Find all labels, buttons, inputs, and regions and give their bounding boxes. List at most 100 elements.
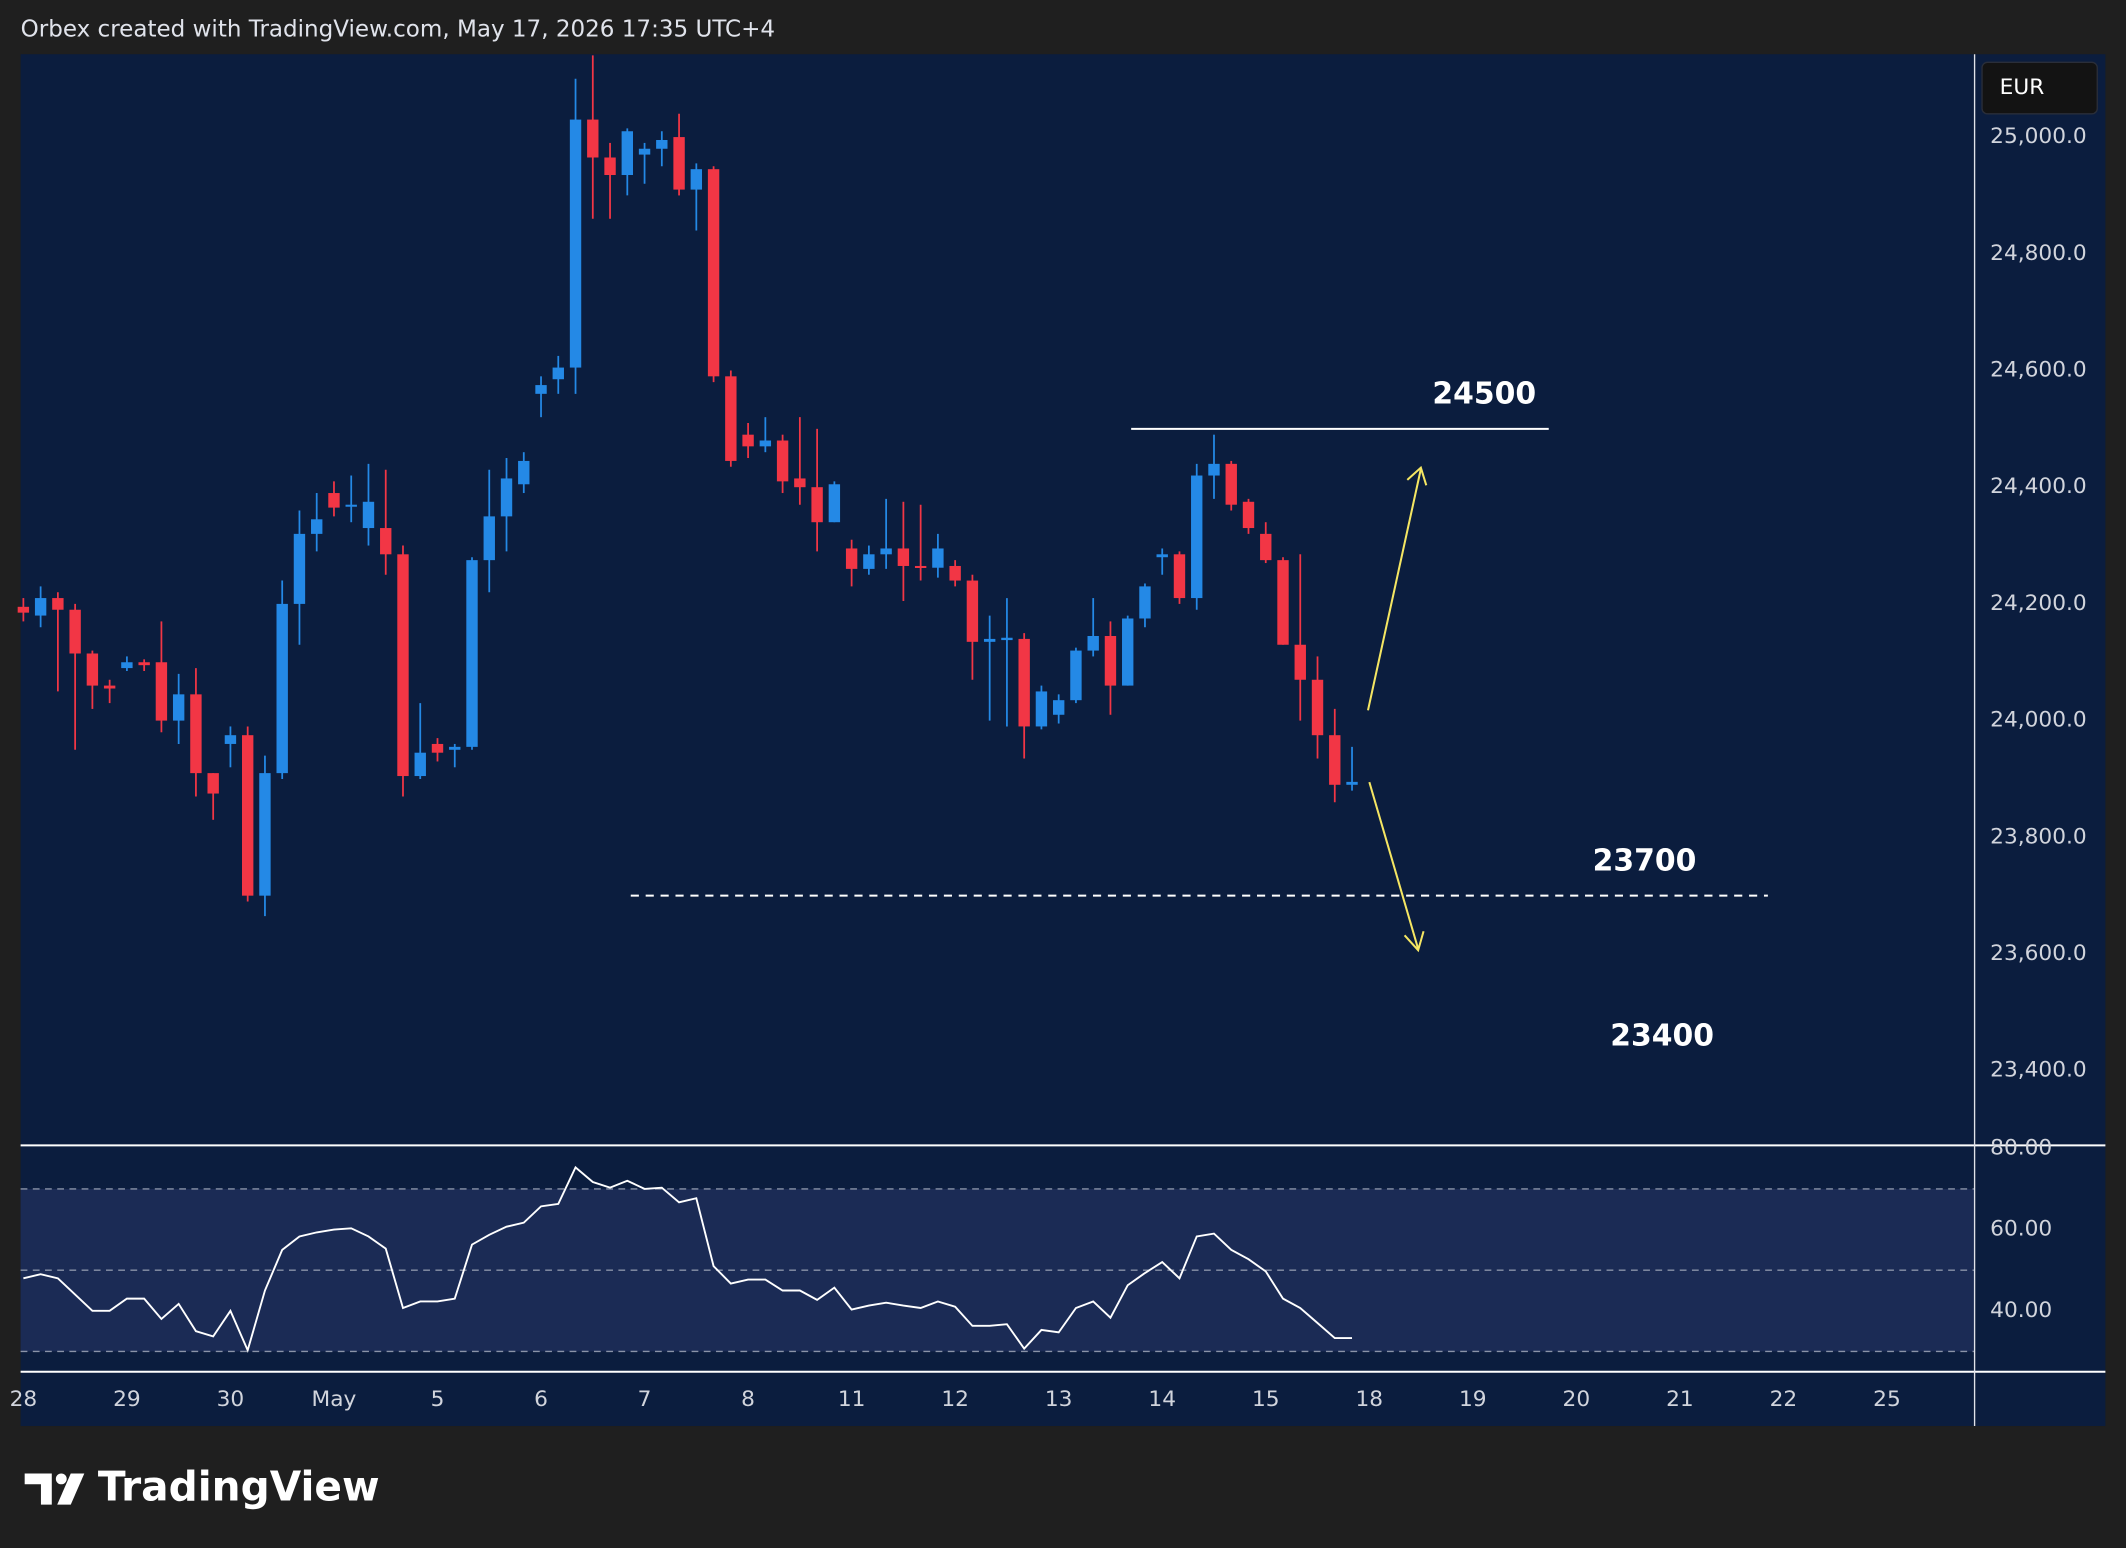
candle-body (259, 773, 271, 896)
candle-body (69, 609, 81, 654)
level-label: 23400 (1610, 1018, 1714, 1053)
x-tick-label: 30 (217, 1387, 245, 1412)
logo-mark (57, 1473, 85, 1505)
currency-box (1981, 61, 2098, 115)
candle-body (535, 385, 547, 394)
candle-body (914, 565, 927, 569)
candle-body (742, 434, 754, 447)
x-tick-label: 18 (1355, 1387, 1383, 1412)
candle-body (552, 367, 564, 380)
x-tick-label: 8 (741, 1387, 755, 1412)
y-tick-label: 60.00 (1990, 1217, 2052, 1242)
x-tick-label: 11 (838, 1387, 866, 1412)
level-label: 23700 (1593, 843, 1697, 878)
x-tick-label: 12 (941, 1387, 969, 1412)
brand: TradingView (98, 1463, 380, 1511)
candle-body (587, 119, 599, 158)
candle-body (241, 735, 254, 896)
candle-body (897, 548, 910, 566)
candle-body (1346, 781, 1358, 785)
candle-body (1035, 691, 1048, 727)
candle-body (86, 653, 99, 686)
candle-body (828, 484, 841, 523)
arrow-up (1366, 468, 1422, 711)
candle-body (949, 565, 961, 581)
candle-body (811, 487, 823, 523)
y-tick-label: 25,000.0 (1990, 124, 2087, 149)
candle-body (155, 662, 168, 721)
candle-body (725, 376, 737, 461)
candle-body (362, 501, 375, 529)
x-tick-label: 7 (638, 1387, 652, 1412)
x-tick-label: 21 (1666, 1387, 1694, 1412)
candle-body (690, 169, 703, 190)
candle-body (1052, 700, 1065, 715)
candle-body (569, 119, 582, 368)
candle-body (449, 746, 461, 750)
x-tick-label: 28 (10, 1387, 38, 1412)
currency: EUR (2000, 75, 2045, 100)
arrow-head (1403, 930, 1425, 953)
y-tick-label: 23,800.0 (1990, 824, 2087, 849)
candle-body (1260, 533, 1272, 561)
candle-body (1191, 475, 1203, 599)
x-tick-label: 20 (1563, 1387, 1591, 1412)
candle-body (1277, 560, 1289, 645)
y-tick-label: 24,000.0 (1990, 708, 2087, 733)
candle-body (397, 554, 409, 777)
candle-body (34, 598, 47, 616)
candle-body (1087, 635, 1099, 651)
candle-body (1225, 463, 1237, 505)
candle-body (845, 548, 858, 569)
marks (17, 55, 1974, 1354)
candle-body (1329, 735, 1341, 785)
candle-body (1311, 679, 1324, 736)
y-tick-label: 40.00 (1990, 1298, 2052, 1323)
logo-dot (55, 1473, 67, 1485)
candle-body (1070, 650, 1082, 701)
candle-body (207, 773, 219, 794)
candle-body (311, 519, 323, 534)
candle-body (121, 662, 133, 669)
x-tick-label: 6 (534, 1387, 548, 1412)
y-tick-label: 24,800.0 (1990, 241, 2087, 266)
candle-body (1156, 554, 1168, 558)
x-tick-label: May (312, 1387, 357, 1412)
candle-body (1001, 637, 1013, 641)
candle-body (1122, 618, 1134, 686)
candle-body (483, 516, 495, 561)
candle-body (707, 169, 720, 377)
candle-body (983, 638, 996, 642)
candle-body (466, 560, 478, 747)
candle-body (172, 694, 185, 721)
x-tick-label: 13 (1045, 1387, 1073, 1412)
header: Orbex created with TradingView.com, May … (21, 16, 775, 42)
candle-body (1208, 463, 1220, 476)
candle-body (224, 735, 237, 744)
x-tick-label: 5 (431, 1387, 445, 1412)
candle-body (138, 662, 150, 666)
candle-body (500, 478, 513, 517)
candle-body (932, 548, 944, 568)
candle-body (621, 131, 633, 176)
y-tick-label: 23,600.0 (1990, 941, 2087, 966)
y-tick-label: 24,400.0 (1990, 474, 2087, 499)
price-axis (1975, 54, 2106, 1427)
candle-body (380, 528, 392, 555)
candle-body (518, 460, 530, 485)
candle-body (1139, 586, 1151, 619)
candle-body (52, 598, 64, 610)
y-tick-label: 23,400.0 (1990, 1058, 2087, 1083)
candle-body (673, 137, 685, 190)
x-tick-label: 14 (1148, 1387, 1176, 1412)
y-tick-label: 24,200.0 (1990, 591, 2087, 616)
candle-body (328, 493, 340, 508)
logo-mark (24, 1473, 52, 1505)
candle-body (759, 440, 772, 447)
candle-body (863, 554, 875, 569)
candle-body (414, 752, 426, 777)
arrow-head (1406, 465, 1428, 486)
rsi-line (23, 1165, 1353, 1354)
